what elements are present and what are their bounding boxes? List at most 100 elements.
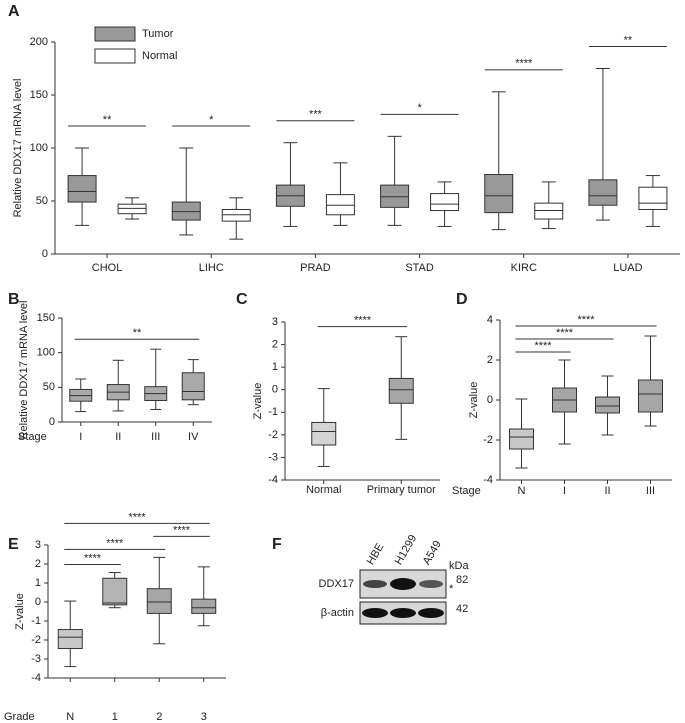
x-tick-label: 1	[112, 711, 118, 723]
significance-label: ****	[556, 327, 574, 339]
x-tick-label: III	[151, 431, 160, 443]
significance-label: ***	[309, 109, 323, 121]
significance-label: **	[133, 327, 142, 339]
y-axis-label: Z-value	[468, 382, 480, 419]
y-tick-label: -4	[483, 474, 493, 486]
y-tick-label: -1	[268, 406, 278, 418]
y-axis-label: Z-value	[252, 383, 264, 420]
x-tick-label: IV	[188, 431, 199, 443]
y-tick-label: 100	[30, 142, 48, 154]
lane-label: H1299	[393, 533, 420, 567]
y-tick-label: 4	[487, 314, 493, 326]
box-body	[388, 377, 414, 404]
box-body	[221, 208, 251, 222]
box	[380, 135, 410, 226]
box	[106, 359, 130, 412]
legend-swatch	[94, 26, 136, 42]
row-label: β-actin	[321, 607, 354, 619]
y-tick-label: 2	[35, 558, 41, 570]
unit-label: kDa	[449, 560, 469, 572]
panel-letter: D	[456, 291, 468, 308]
x-tick-label: N	[66, 711, 74, 723]
x-tick-label: I	[79, 431, 82, 443]
box	[181, 359, 205, 406]
lane-label: HBE	[365, 541, 387, 567]
significance-label: ****	[577, 314, 595, 326]
box-body	[67, 175, 97, 203]
box-body	[117, 203, 147, 215]
legend-swatch	[94, 48, 136, 64]
band-note: *	[449, 583, 454, 595]
x-tick-label: STAD	[405, 262, 434, 274]
box-body	[534, 202, 564, 220]
y-tick-label: 0	[487, 394, 493, 406]
significance-label: **	[103, 114, 112, 126]
x-tick-label: PRAD	[300, 262, 331, 274]
box-body	[171, 201, 201, 221]
x-axis-label: Grade	[4, 711, 35, 723]
box-body	[588, 179, 618, 206]
box	[275, 142, 305, 227]
x-tick-label: 2	[156, 711, 162, 723]
box-body	[595, 396, 620, 414]
box	[311, 388, 337, 467]
y-tick-label: -2	[268, 429, 278, 441]
box-body	[509, 428, 534, 450]
x-tick-label: Primary tumor	[367, 484, 436, 496]
lane-label: A549	[421, 539, 444, 567]
size-marker: 42	[456, 603, 468, 615]
y-tick-label: 3	[272, 316, 278, 328]
x-tick-label: I	[563, 485, 566, 497]
significance-label: ****	[515, 58, 533, 70]
box	[638, 175, 668, 227]
y-tick-label: 3	[35, 539, 41, 551]
significance-label: ****	[534, 340, 552, 352]
y-tick-label: 150	[37, 312, 55, 324]
box	[430, 181, 460, 227]
box-body	[638, 379, 663, 413]
y-tick-label: 0	[35, 596, 41, 608]
x-tick-label: II	[604, 485, 610, 497]
x-tick-label: N	[518, 485, 526, 497]
y-tick-label: -2	[31, 634, 41, 646]
y-tick-label: 2	[272, 338, 278, 350]
box	[57, 600, 83, 668]
x-tick-label: II	[115, 431, 121, 443]
box	[534, 181, 564, 230]
panel-letter: A	[8, 3, 20, 20]
blot-image	[359, 569, 447, 625]
box	[595, 375, 620, 436]
box	[484, 91, 514, 231]
y-tick-label: -1	[31, 615, 41, 627]
y-tick-label: 50	[43, 381, 55, 393]
panel-letter: F	[272, 536, 282, 553]
x-tick-label: Normal	[306, 484, 341, 496]
box	[146, 556, 172, 645]
box-body	[146, 588, 172, 614]
x-tick-label: CHOL	[92, 262, 123, 274]
significance-label: **	[624, 34, 633, 46]
x-tick-label: KIRC	[511, 262, 537, 274]
box	[221, 197, 251, 240]
y-axis-label: Z-value	[14, 593, 26, 630]
box	[191, 566, 217, 627]
box	[509, 398, 534, 469]
x-tick-label: 3	[201, 711, 207, 723]
box	[552, 359, 577, 445]
box-body	[484, 174, 514, 214]
x-tick-label: LIHC	[199, 262, 224, 274]
panel-letter: B	[8, 291, 20, 308]
significance-label: ****	[354, 315, 372, 327]
legend-label: Normal	[142, 50, 177, 62]
y-axis-label: Relative DDX17 mRNA level	[12, 79, 24, 218]
box-body	[638, 186, 668, 210]
box	[325, 162, 355, 226]
panel-letter: E	[8, 536, 19, 553]
x-tick-label: III	[646, 485, 655, 497]
box	[588, 68, 618, 221]
y-tick-label: 1	[35, 577, 41, 589]
y-axis-label: Relative DDX17 mRNA level	[18, 301, 30, 440]
box	[638, 335, 663, 427]
significance-label: ****	[128, 511, 146, 523]
box	[171, 147, 201, 236]
